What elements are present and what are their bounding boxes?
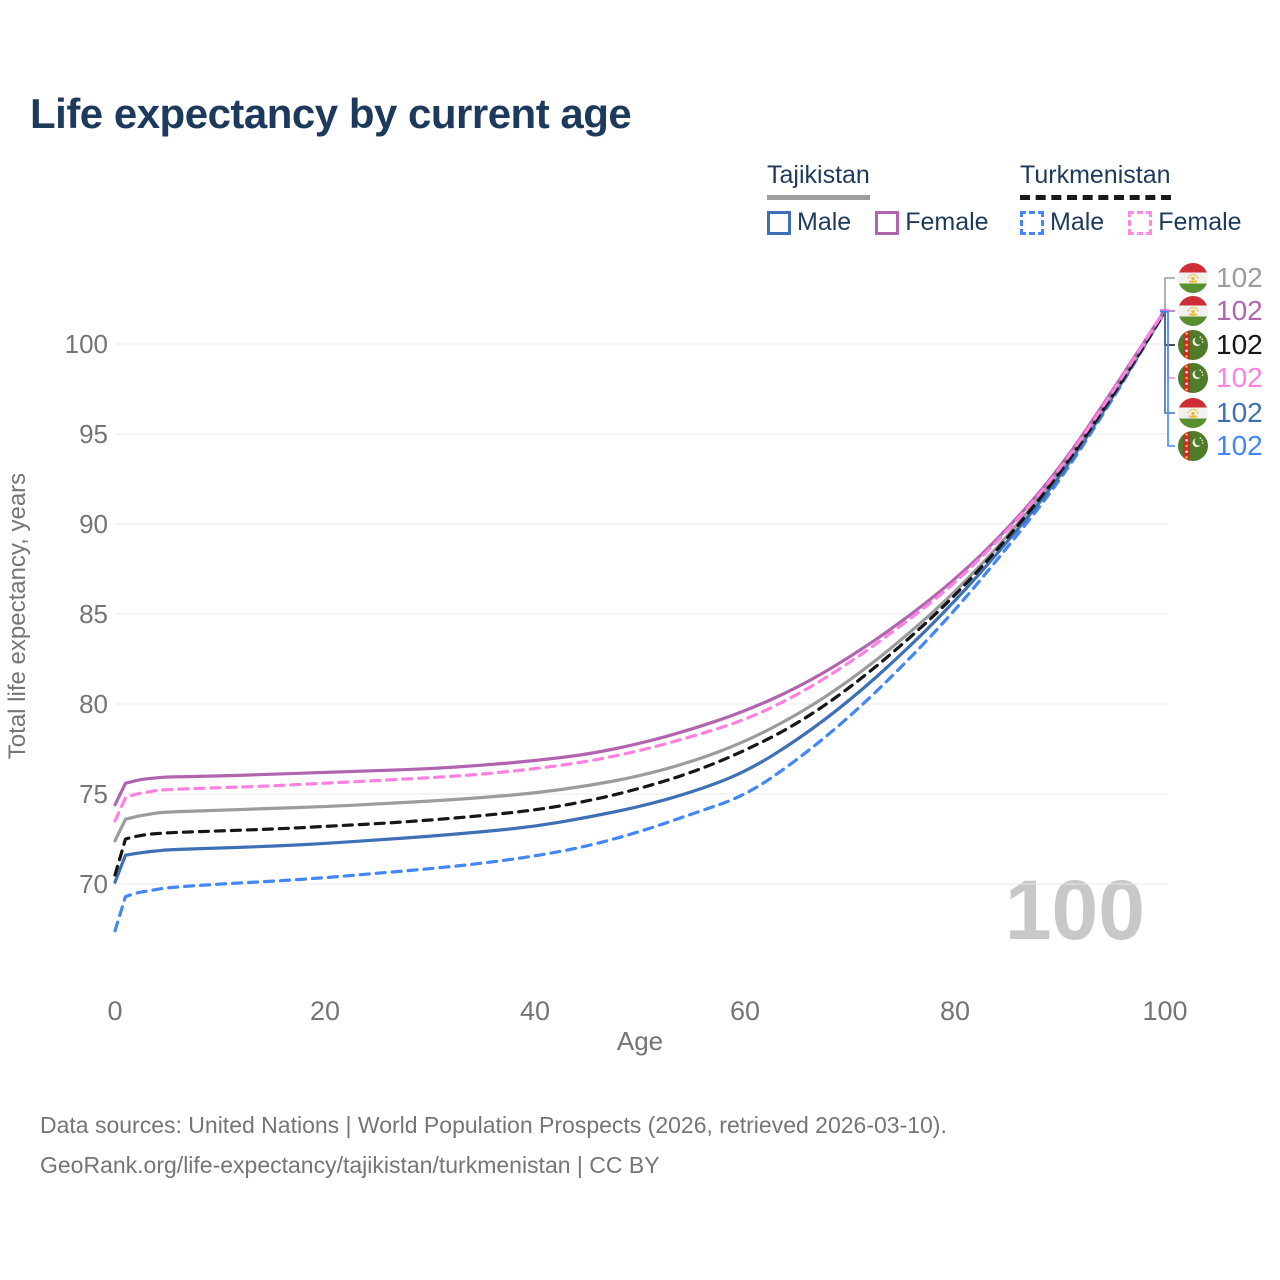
- series-line-tajikistan-female[interactable]: [113, 308, 1167, 807]
- x-axis-title: Age: [616, 1026, 664, 1056]
- legend-item-label: Male: [797, 208, 852, 236]
- connector-tajikistan-both: [1160, 277, 1175, 313]
- footer-sources-line: Data sources: United Nations | World Pop…: [40, 1112, 947, 1138]
- end-label-turkmenistan-female[interactable]: 102: [1178, 362, 1263, 394]
- end-label-tajikistan-both[interactable]: 102: [1178, 262, 1263, 294]
- chart-grid: 70 75 80 85 90 95 100 0 20 40 60 80 100: [65, 329, 1188, 1026]
- page-title: Life expectancy by current age: [30, 90, 632, 137]
- legend-item-turkmenistan-female[interactable]: Female: [1128, 208, 1242, 237]
- y-tick-label: 85: [79, 599, 108, 629]
- tajikistan-flag-icon: [1178, 296, 1208, 326]
- legend-item-label: Female: [905, 208, 989, 236]
- end-label-connectors: [1160, 277, 1175, 447]
- legend-item-label: Female: [1158, 208, 1242, 236]
- x-tick-label: 0: [107, 996, 122, 1026]
- turkmenistan-male-swatch: [1020, 210, 1044, 235]
- x-tick-label: 20: [310, 996, 340, 1026]
- connector-turkmenistan-male: [1160, 310, 1175, 447]
- tajikistan-male-swatch: [767, 210, 791, 235]
- end-label-value: 102: [1216, 329, 1263, 360]
- legend-header-tajikistan[interactable]: Tajikistan: [767, 161, 870, 200]
- x-tick-label: 100: [1142, 996, 1187, 1026]
- series-line-turkmenistan-male[interactable]: [113, 310, 1167, 933]
- x-tick-label: 80: [940, 996, 970, 1026]
- series-line-tajikistan-both[interactable]: [113, 310, 1167, 843]
- end-label-value: 102: [1216, 362, 1263, 393]
- y-tick-label: 75: [79, 779, 108, 809]
- legend-group-turkmenistan: Turkmenistan Male Female: [1020, 161, 1242, 237]
- end-label-tajikistan-female[interactable]: 102: [1178, 295, 1263, 327]
- chart-series: [113, 308, 1167, 933]
- tajikistan-female-swatch: [875, 210, 900, 235]
- end-label-value: 102: [1216, 295, 1263, 326]
- end-label-tajikistan-male[interactable]: 102: [1178, 397, 1263, 429]
- end-label-value: 102: [1216, 397, 1263, 428]
- legend-item-label: Male: [1050, 208, 1105, 236]
- y-tick-label: 80: [79, 689, 108, 719]
- turkmenistan-female-swatch: [1128, 210, 1153, 235]
- series-line-turkmenistan-female[interactable]: [113, 308, 1167, 823]
- legend-group-tajikistan: Tajikistan Male Female: [767, 161, 989, 237]
- legend-item-tajikistan-male[interactable]: Male: [767, 208, 851, 237]
- y-tick-label: 70: [79, 869, 108, 899]
- turkmenistan-flag-icon: [1178, 330, 1208, 360]
- series-line-turkmenistan-both[interactable]: [113, 310, 1167, 877]
- series-line-tajikistan-male[interactable]: [113, 310, 1167, 884]
- y-tick-label: 95: [79, 419, 108, 449]
- turkmenistan-flag-icon: [1178, 363, 1208, 393]
- turkmenistan-flag-icon: [1178, 431, 1208, 461]
- y-tick-label: 90: [79, 509, 108, 539]
- end-label-turkmenistan-male[interactable]: 102: [1178, 430, 1263, 462]
- tajikistan-flag-icon: [1178, 398, 1208, 428]
- x-tick-label: 40: [520, 996, 550, 1026]
- end-label-value: 102: [1216, 430, 1263, 461]
- y-tick-label: 100: [65, 329, 108, 359]
- age-counter-watermark: 100: [1004, 863, 1145, 957]
- legend-header-turkmenistan[interactable]: Turkmenistan: [1020, 161, 1171, 200]
- legend-item-tajikistan-female[interactable]: Female: [875, 208, 989, 237]
- footer: Data sources: United Nations | World Pop…: [40, 1105, 947, 1185]
- end-label-turkmenistan-both[interactable]: 102: [1178, 329, 1263, 361]
- tajikistan-flag-icon: [1178, 263, 1208, 293]
- legend-item-turkmenistan-male[interactable]: Male: [1020, 208, 1104, 237]
- end-label-value: 102: [1216, 262, 1263, 293]
- x-tick-label: 60: [730, 996, 760, 1026]
- footer-attribution-line[interactable]: GeoRank.org/life-expectancy/tajikistan/t…: [40, 1152, 660, 1178]
